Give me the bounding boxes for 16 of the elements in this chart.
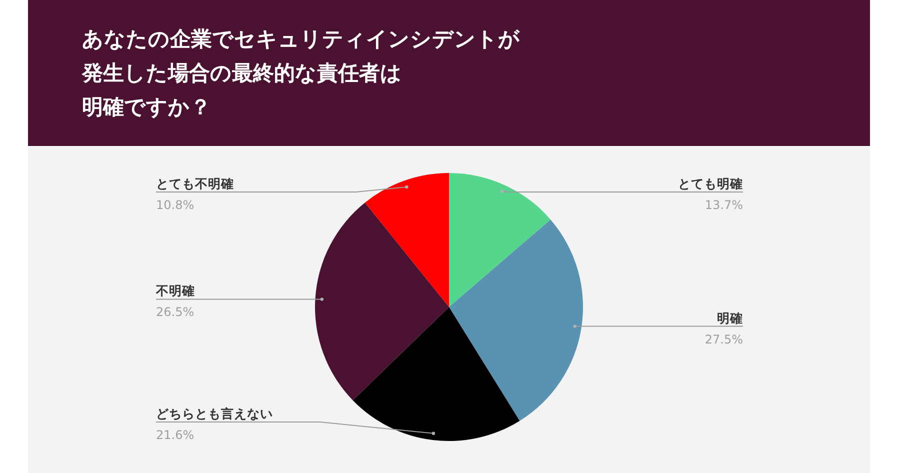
chart-title: あなたの企業でセキュリティインシデントが発生した場合の最終的な責任者は明確ですか？ xyxy=(81,27,520,119)
data-label: 13.7% xyxy=(704,198,743,212)
slice-label: とても明確 xyxy=(678,176,743,191)
pie-slice xyxy=(449,173,551,307)
slice-label: とても不明確 xyxy=(156,176,234,191)
data-label: 26.5% xyxy=(156,305,194,320)
pie-slice xyxy=(449,220,583,421)
slice-label: どちらとも言えない xyxy=(156,406,273,421)
data-label: 10.8% xyxy=(156,198,194,212)
data-label: 27.5% xyxy=(704,332,743,346)
data-label: 21.6% xyxy=(156,428,194,442)
pie-slice xyxy=(315,202,449,400)
slice-label: 明確 xyxy=(717,310,743,326)
pie-slice xyxy=(364,173,449,307)
pie-slice xyxy=(352,307,520,441)
slice-label: 不明確 xyxy=(155,283,195,298)
